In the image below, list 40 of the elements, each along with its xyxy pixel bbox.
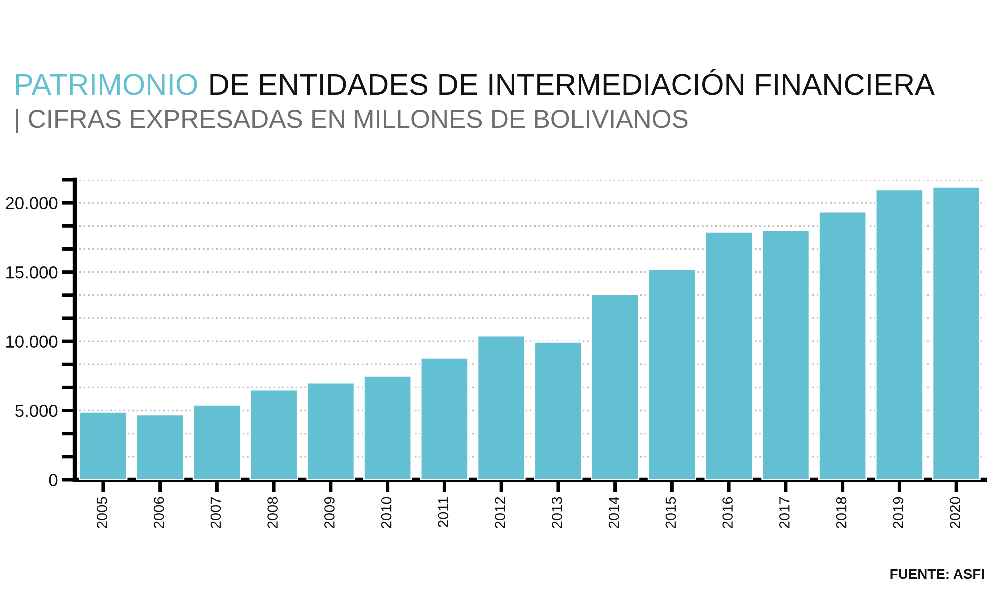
bar: [704, 231, 754, 480]
x-tick-label: 2007: [210, 497, 222, 528]
bar: [534, 342, 583, 480]
bar: [591, 294, 640, 480]
x-tick-label: 2019: [893, 497, 904, 528]
x-tick-label: 2020: [950, 497, 960, 528]
bar: [192, 404, 242, 480]
x-tick-label: 2014: [608, 497, 620, 528]
bar: [477, 335, 526, 480]
chart-subtitle: | CIFRAS EXPRESADAS EN MILLONES DE BOLIVIANOS: [16, 109, 688, 134]
source-note: FUENTE: ASFI: [890, 569, 984, 580]
bar: [648, 268, 696, 480]
x-tick-label: 2005: [97, 497, 108, 528]
x-tick-label: 2016: [722, 497, 733, 528]
y-tick-label: 15.000: [6, 266, 58, 279]
y-tick-label: 0: [49, 474, 58, 486]
bar: [364, 375, 412, 480]
bar: [306, 382, 356, 480]
y-tick-label: 10.000: [6, 336, 58, 348]
bar: [136, 414, 185, 480]
y-tick-label: 5.000: [16, 404, 58, 418]
x-tick-label: 2009: [324, 497, 335, 528]
x-tick-label: 2011: [438, 497, 449, 528]
x-tick-label: 2015: [666, 497, 676, 528]
bar: [420, 357, 469, 480]
bar: [875, 189, 924, 480]
x-tick-label: 2017: [780, 497, 790, 528]
chart-title: PATRIMONIO DE ENTIDADES DE INTERMEDIACIÓN FINANCIERA: [16, 69, 935, 96]
y-tick-label: 20.000: [6, 197, 58, 210]
x-tick-label: 2010: [381, 497, 392, 528]
bar: [250, 389, 298, 480]
bar: [79, 411, 128, 480]
x-tick-label: 2013: [552, 497, 562, 528]
bar: [762, 230, 810, 480]
x-tick-label: 2018: [836, 497, 847, 528]
x-tick-label: 2006: [154, 497, 164, 528]
x-tick-label: 2012: [495, 497, 506, 528]
bar: [932, 186, 981, 480]
x-tick-label: 2008: [268, 497, 278, 528]
bar: [818, 211, 868, 480]
